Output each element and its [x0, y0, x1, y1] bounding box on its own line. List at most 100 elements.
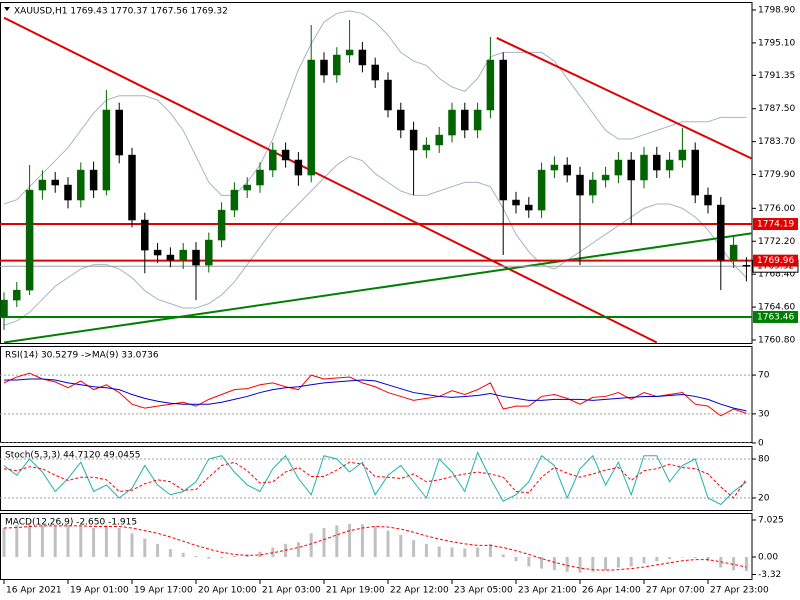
candle-body [230, 189, 239, 211]
candle-body [678, 149, 687, 161]
panel-frame [0, 446, 753, 511]
histogram-bar [476, 547, 480, 558]
histogram-bar [156, 543, 160, 558]
histogram-bar [514, 557, 518, 562]
y-tick-label: 0.00 [758, 553, 778, 563]
candle-body [576, 174, 584, 196]
series-line [4, 378, 747, 412]
histogram-bar [373, 526, 377, 558]
histogram-bar [258, 551, 262, 558]
histogram-bar [53, 526, 57, 558]
histogram-bar [604, 557, 608, 571]
histogram-bar [207, 557, 211, 559]
candle-body [166, 254, 175, 261]
x-tick-label: 27 Apr 23:00 [710, 586, 769, 596]
level-label-box [753, 254, 798, 267]
candle-body [358, 49, 367, 66]
y-tick-label: 1772.20 [758, 237, 795, 247]
histogram-bar [412, 540, 416, 558]
candle-body [525, 204, 533, 211]
histogram-bar [655, 557, 659, 562]
panel-plot [0, 451, 752, 506]
candle-body [0, 299, 8, 317]
series-line [3, 10, 747, 205]
candle-body [179, 249, 187, 261]
candle-body [13, 289, 21, 301]
level-label-box [753, 218, 798, 231]
y-tick-label: 80 [758, 455, 770, 465]
symbol-menu-icon [4, 7, 10, 11]
y-tick-label: 1795.10 [758, 38, 795, 48]
x-tick-label: 22 Apr 12:00 [390, 586, 449, 596]
candle-body [499, 59, 507, 201]
candle-body [384, 79, 392, 111]
x-tick-label: 19 Apr 01:00 [70, 586, 129, 596]
x-tick-label: 26 Apr 14:00 [582, 586, 641, 596]
histogram-bar [629, 557, 633, 567]
y-tick-label: 0 [758, 439, 764, 449]
histogram-bar [616, 557, 620, 568]
candle-body [307, 59, 315, 176]
histogram-bar [79, 526, 83, 558]
x-tick-label: 19 Apr 17:00 [134, 586, 193, 596]
trend-line [3, 16, 658, 344]
candle-body [64, 184, 72, 201]
candle-body [614, 159, 623, 176]
histogram-bar [693, 557, 697, 559]
panel-frame [0, 513, 753, 580]
candle-body [243, 184, 251, 191]
panel-title: Stoch(5,3,3) 44.7120 49.0455 [5, 451, 140, 461]
candle-body [51, 179, 59, 186]
histogram-bar [565, 557, 569, 572]
histogram-bar [719, 557, 723, 568]
histogram-bar [168, 549, 172, 558]
series-line [3, 451, 747, 506]
histogram-bar [527, 557, 531, 567]
histogram-bar [437, 546, 441, 558]
histogram-bar [271, 547, 275, 558]
histogram-bar [591, 557, 595, 572]
candle-body [589, 179, 597, 196]
x-tick-label: 27 Apr 07:00 [646, 586, 705, 596]
histogram-bar [28, 524, 32, 558]
x-tick-label: 23 Apr 05:00 [454, 586, 513, 596]
candle-body [550, 164, 559, 171]
histogram-bar [220, 557, 224, 559]
candle-body [563, 164, 571, 176]
y-tick-label: 1760.80 [758, 336, 795, 346]
panel-plot [0, 10, 752, 344]
histogram-bar [2, 528, 6, 558]
panel-frame [0, 2, 753, 344]
candle-body [205, 239, 213, 266]
candle-body [38, 179, 47, 191]
histogram-bar [668, 557, 672, 560]
histogram-bar [348, 523, 352, 558]
level-label: 1769.96 [757, 256, 794, 266]
series-line [3, 525, 747, 571]
candle-body [128, 154, 136, 221]
histogram-bar [92, 528, 96, 558]
candle-body [473, 109, 482, 131]
y-tick-label: -3.32 [758, 570, 781, 580]
y-tick-label: 1764.60 [758, 303, 795, 313]
candle-body [704, 194, 712, 206]
histogram-bar [501, 554, 505, 558]
panel-title: XAUUSD,H1 1769.43 1770.37 1767.56 1769.3… [14, 7, 228, 17]
panel-plot [0, 372, 752, 443]
candle-body [486, 59, 495, 111]
candle-body [627, 159, 635, 181]
level-label: 1774.19 [757, 220, 794, 230]
y-tick-label: 1787.50 [758, 104, 795, 114]
histogram-bar [194, 555, 198, 558]
histogram-bar [706, 557, 710, 562]
candle-body [691, 149, 699, 196]
histogram-bar [744, 557, 748, 571]
histogram-bar [335, 525, 339, 558]
candle-body [77, 169, 85, 201]
y-tick-label: 1791.35 [758, 71, 795, 81]
histogram-bar [399, 534, 403, 558]
series-line [3, 461, 747, 499]
candle-body [281, 149, 290, 161]
candle-body [333, 54, 341, 76]
